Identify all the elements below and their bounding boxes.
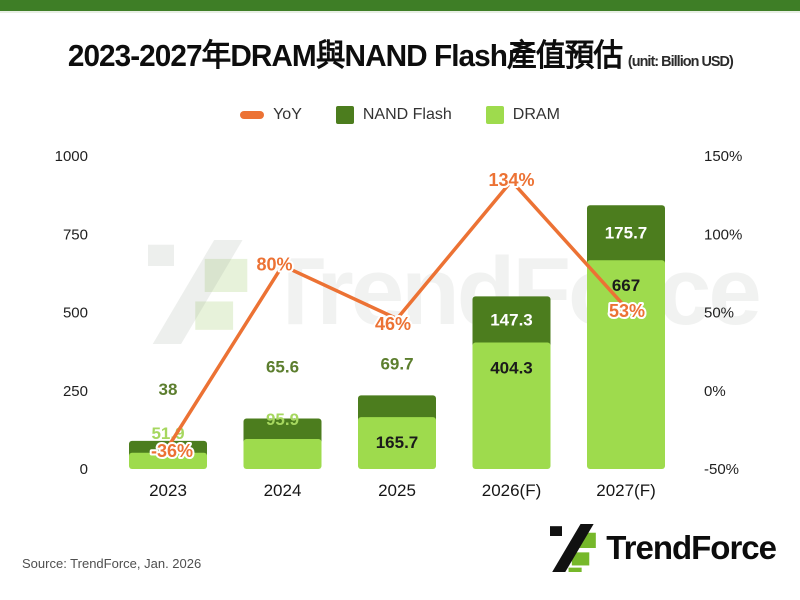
bar-segment-dram-2027(F) <box>587 260 665 469</box>
top-accent-bar <box>0 0 800 13</box>
legend: YoY NAND Flash DRAM <box>0 106 800 124</box>
nand-value-label: 147.3 <box>490 310 533 329</box>
bar-segment-nand-2024 <box>243 418 322 444</box>
right-axis-tick: 150% <box>704 148 742 165</box>
yoy-point-label: 53% <box>609 301 645 321</box>
yoy-point-label: -36% <box>151 441 193 461</box>
legend-item-nand: NAND Flash <box>335 106 452 124</box>
dram-value-label: 667 <box>612 276 640 295</box>
trendforce-logo: TrendForce <box>550 524 777 572</box>
left-axis-tick: 1000 <box>55 148 88 165</box>
legend-item-yoy: YoY <box>240 106 302 124</box>
x-axis-label: 2023 <box>149 481 187 500</box>
dram-value-label: 51.9 <box>151 424 184 443</box>
legend-label: YoY <box>273 106 302 123</box>
bar-segment-nand-2025 <box>358 395 436 423</box>
yoy-point-label: 134% <box>488 170 534 190</box>
logo-text: TrendForce <box>606 529 777 566</box>
right-axis-tick: 100% <box>704 226 742 243</box>
yoy-point-label: 46% <box>375 314 411 334</box>
nand-value-label: 65.6 <box>266 357 299 376</box>
legend-item-dram: DRAM <box>485 106 560 124</box>
left-axis-tick: 500 <box>63 305 88 322</box>
dram-value-label: 404.3 <box>490 358 533 377</box>
page-title: 2023-2027年DRAM與NAND Flash產值預估 (unit: Bill… <box>67 38 734 73</box>
bar-segment-dram-2025 <box>358 417 436 469</box>
x-axis-label: 2024 <box>264 481 302 500</box>
legend-label: NAND Flash <box>362 106 452 123</box>
nand-value-label: 38 <box>159 380 178 399</box>
yoy-line <box>166 179 628 449</box>
nand-swatch-icon <box>335 106 354 124</box>
bar-segment-dram-2024 <box>243 438 322 469</box>
title-unit: (unit: Billion USD) <box>627 53 734 70</box>
trendforce-logo-icon <box>550 524 597 572</box>
x-axis-label: 2025 <box>378 481 416 500</box>
x-axis-label: 2027(F) <box>596 481 656 500</box>
right-axis-tick: 0% <box>704 383 726 400</box>
nand-value-label: 69.7 <box>380 354 413 373</box>
left-axis-tick: 0 <box>80 461 88 478</box>
bar-segment-dram-2023 <box>129 452 207 469</box>
yoy-point-label: 80% <box>256 255 292 275</box>
right-axis-tick: -50% <box>704 461 739 478</box>
bar-segment-dram-2026(F) <box>472 342 551 469</box>
dram-swatch-icon <box>485 106 504 124</box>
dram-value-label: 95.9 <box>266 410 299 429</box>
dram-value-label: 165.7 <box>376 433 419 452</box>
x-axis-label: 2026(F) <box>482 481 542 500</box>
nand-value-label: 175.7 <box>605 224 648 243</box>
bar-segment-nand-2026(F) <box>472 296 551 348</box>
title-row: 2023-2027年DRAM與NAND Flash產值預估 (unit: Bill… <box>0 30 800 75</box>
right-axis-tick: 50% <box>704 305 734 322</box>
bar-segment-nand-2027(F) <box>587 205 665 266</box>
source-note: Source: TrendForce, Jan. 2026 <box>22 556 202 571</box>
yoy-line-swatch-icon <box>240 111 265 119</box>
left-axis-tick: 250 <box>63 383 88 400</box>
left-axis-tick: 750 <box>63 226 88 243</box>
legend-label: DRAM <box>512 106 560 123</box>
